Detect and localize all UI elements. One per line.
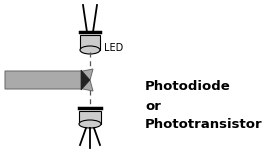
Ellipse shape [79, 120, 101, 128]
Bar [80, 35, 100, 50]
Text: or: or [145, 100, 161, 113]
Polygon shape [5, 69, 93, 91]
Text: Phototransistor: Phototransistor [145, 118, 263, 131]
Text: LED: LED [104, 43, 123, 53]
Bar [79, 111, 101, 124]
Text: Photodiode: Photodiode [145, 80, 231, 93]
Polygon shape [81, 70, 90, 90]
Ellipse shape [80, 46, 100, 54]
